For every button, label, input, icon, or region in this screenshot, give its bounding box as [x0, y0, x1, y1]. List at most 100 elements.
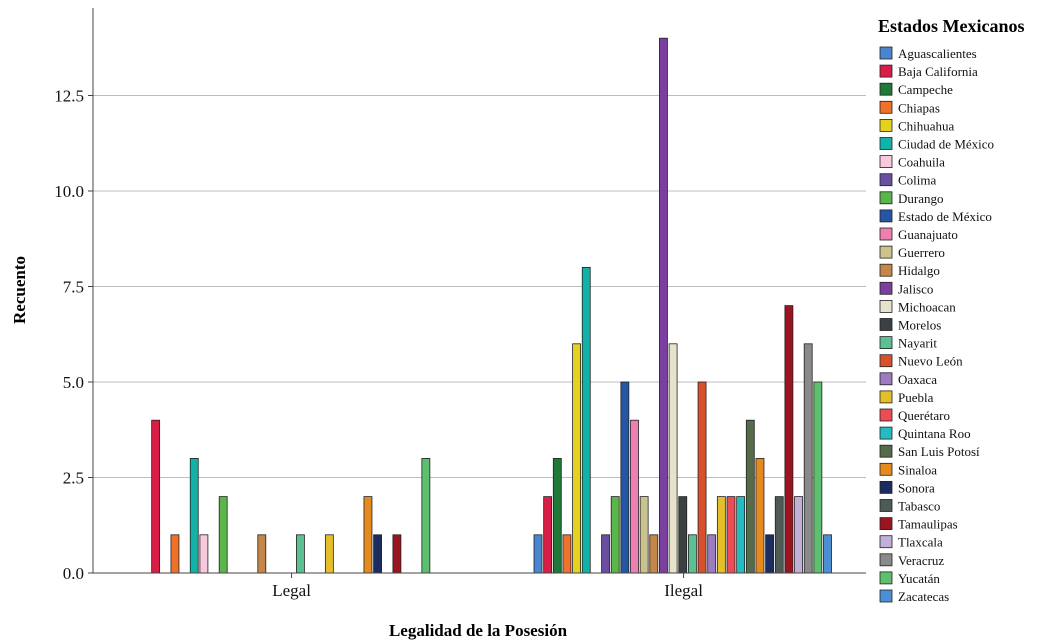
legend-swatch	[879, 372, 893, 386]
bar	[823, 534, 832, 574]
legend-swatch	[879, 390, 893, 404]
bar	[745, 419, 755, 574]
legend-swatch	[879, 336, 893, 350]
legend-title: Estados Mexicanos	[878, 16, 1025, 36]
legend-label: Guerrero	[898, 245, 945, 260]
x-axis-title: Legalidad de la Posesión	[389, 621, 568, 640]
legend-swatch	[879, 354, 893, 368]
legend-label: Coahuila	[898, 155, 945, 170]
legend-label: Jalisco	[898, 281, 933, 296]
legend-swatch	[879, 299, 893, 313]
legend-swatch	[879, 426, 893, 440]
bar	[170, 534, 180, 574]
legend-swatch	[879, 119, 893, 132]
legend-label: Chiapas	[898, 100, 940, 115]
bar	[324, 534, 334, 574]
bar	[755, 457, 765, 574]
bar	[562, 534, 572, 574]
bars	[151, 37, 832, 574]
bar	[151, 419, 161, 574]
bar	[610, 496, 620, 574]
bar	[688, 534, 697, 574]
bar	[392, 534, 402, 574]
bar	[630, 419, 639, 574]
legend-swatch	[879, 227, 893, 241]
bar	[659, 37, 668, 574]
legend-label: Puebla	[898, 390, 934, 405]
legend-swatch	[879, 553, 893, 567]
legend-swatch	[879, 517, 893, 530]
legend-label: Querétaro	[898, 408, 950, 423]
bar	[543, 496, 553, 574]
legend-label: Veracruz	[898, 553, 944, 568]
legend-label: San Luis Potosí	[898, 444, 980, 459]
legend-label: Durango	[898, 191, 944, 206]
legend-label: Guanajuato	[898, 227, 958, 242]
bar	[189, 457, 199, 574]
bar	[218, 496, 228, 574]
bar	[572, 343, 581, 574]
legend-swatch	[879, 64, 893, 78]
bar	[794, 496, 803, 574]
legend-swatch	[879, 318, 893, 331]
bar	[697, 381, 707, 574]
legend-swatch	[879, 100, 893, 114]
x-tick-label: Ilegal	[664, 581, 703, 600]
legend-swatch	[879, 408, 893, 422]
legend-swatch	[879, 137, 893, 150]
y-tick-label: 12.5	[54, 87, 84, 106]
y-tick-label: 5.0	[63, 373, 84, 392]
bar	[716, 496, 726, 574]
legend-swatch	[879, 444, 893, 458]
bar	[668, 343, 678, 574]
legend-swatch	[879, 281, 893, 295]
legend-label: Oaxaca	[898, 372, 937, 387]
bar	[639, 496, 649, 574]
legend-label: Sinaloa	[898, 462, 937, 477]
legend-label: Aguascalientes	[898, 46, 977, 61]
bar	[736, 496, 746, 574]
legend-label: Baja California	[898, 64, 978, 79]
bar	[774, 496, 784, 574]
x-tick-label: Legal	[272, 581, 311, 600]
legend-swatch	[879, 589, 893, 603]
x-axis: Legal Ilegal	[93, 572, 866, 600]
bar	[707, 534, 717, 574]
y-axis: 0.0 2.5 5.0 7.5 10.0 12.5	[54, 8, 94, 583]
legend-swatch	[879, 480, 893, 494]
bar	[295, 534, 305, 574]
bar	[373, 534, 383, 574]
legend-swatch	[879, 245, 893, 259]
bar	[421, 457, 431, 574]
legend-label: Michoacan	[898, 299, 956, 314]
y-tick-label: 10.0	[54, 182, 84, 201]
legend-swatch	[879, 462, 893, 476]
legend-swatch	[879, 209, 893, 223]
bar	[552, 457, 562, 574]
legend-swatch	[879, 263, 893, 277]
y-axis-title: Recuento	[10, 256, 29, 324]
legend-swatch	[879, 571, 893, 585]
bar	[533, 534, 543, 574]
bar	[765, 534, 774, 574]
legend-swatch	[879, 191, 893, 205]
legend-label: Estado de México	[898, 209, 992, 224]
y-tick-label: 2.5	[63, 469, 84, 488]
bar	[199, 534, 209, 574]
legend-label: Colima	[898, 173, 937, 188]
bar	[581, 266, 591, 574]
legend-label: Chihuahua	[898, 118, 955, 133]
legend-label: Tabasco	[898, 499, 940, 514]
gridlines	[93, 95, 866, 478]
bar	[620, 381, 630, 574]
y-tick-label: 7.5	[63, 278, 84, 297]
legend-swatch	[879, 46, 893, 60]
legend-swatch	[879, 535, 893, 549]
bar	[678, 496, 688, 574]
legend-label: Yucatán	[898, 571, 940, 586]
legend-label: Quintana Roo	[898, 426, 971, 441]
legend-label: Campeche	[898, 82, 953, 97]
bar	[601, 534, 610, 574]
legend: Estados Mexicanos Aguascalientes Baja Cal…	[878, 16, 1025, 604]
